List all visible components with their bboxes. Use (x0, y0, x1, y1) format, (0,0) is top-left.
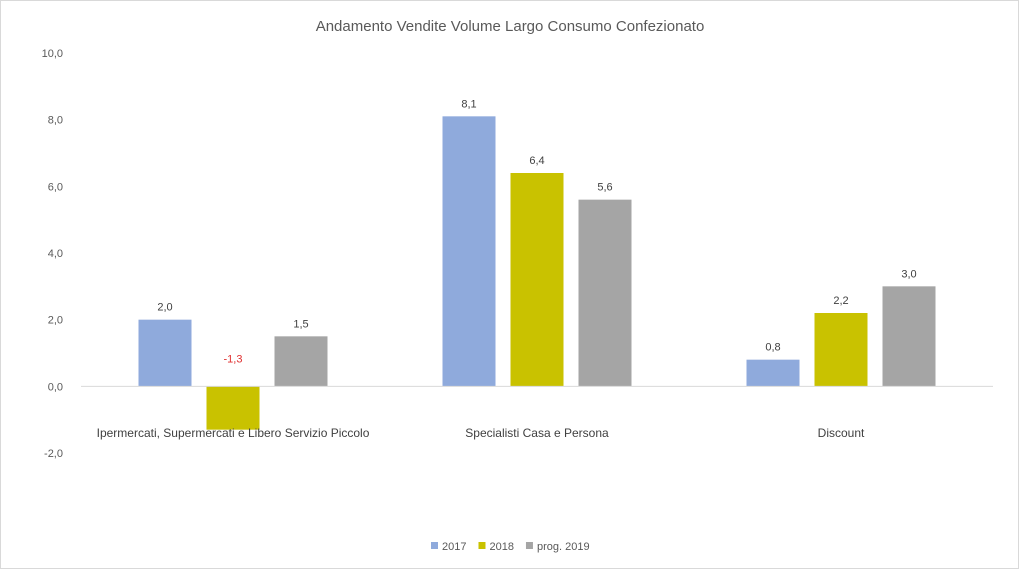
data-label: 6,4 (529, 155, 544, 167)
y-tick-label: 2,0 (48, 315, 63, 327)
category-label: Discount (818, 426, 865, 440)
bar-2017 (138, 319, 192, 387)
y-tick-label: 4,0 (48, 248, 63, 260)
y-tick-label: 0,0 (48, 381, 63, 393)
category-label: Ipermercati, Supermercati e Libero Servi… (97, 426, 370, 440)
data-label: 0,8 (765, 342, 780, 354)
legend-label: 2018 (489, 541, 513, 553)
bar-prog-2019 (578, 199, 632, 387)
category-labels: Ipermercati, Supermercati e Libero Servi… (97, 426, 865, 440)
legend-swatch (478, 542, 486, 549)
y-tick-label: 8,0 (48, 115, 63, 127)
y-axis: 10,0 8,0 6,0 4,0 2,0 0,0 -2,0 (42, 48, 63, 460)
y-tick-label: 6,0 (48, 181, 63, 193)
data-label: 2,2 (833, 295, 848, 307)
y-tick-label: -2,0 (44, 448, 63, 460)
data-label: 1,5 (293, 318, 308, 330)
bars (138, 116, 936, 430)
bar-prog-2019 (274, 336, 328, 387)
legend-swatch (431, 542, 438, 549)
legend-swatch (525, 542, 533, 549)
bar-2018 (814, 313, 868, 387)
bar-2017 (442, 116, 496, 387)
data-label: -1,3 (224, 353, 243, 365)
data-label: 2,0 (157, 302, 172, 314)
bar-2018 (510, 173, 564, 387)
data-label: 3,0 (901, 268, 916, 280)
chart-title: Andamento Vendite Volume Largo Consumo C… (316, 18, 705, 35)
data-label: 5,6 (597, 182, 612, 194)
bar-2018 (206, 386, 260, 430)
legend: 2017 2018 prog. 2019 (431, 541, 590, 553)
data-label: 8,1 (461, 98, 476, 110)
bar-2017 (746, 359, 800, 387)
y-tick-label: 10,0 (42, 48, 63, 60)
bar-prog-2019 (882, 286, 936, 387)
category-label: Specialisti Casa e Persona (465, 426, 609, 440)
legend-label: prog. 2019 (537, 541, 590, 553)
legend-label: 2017 (442, 541, 466, 553)
data-labels: 2,0 -1,3 1,5 8,1 6,4 5,6 0,8 2,2 3,0 (157, 98, 916, 365)
